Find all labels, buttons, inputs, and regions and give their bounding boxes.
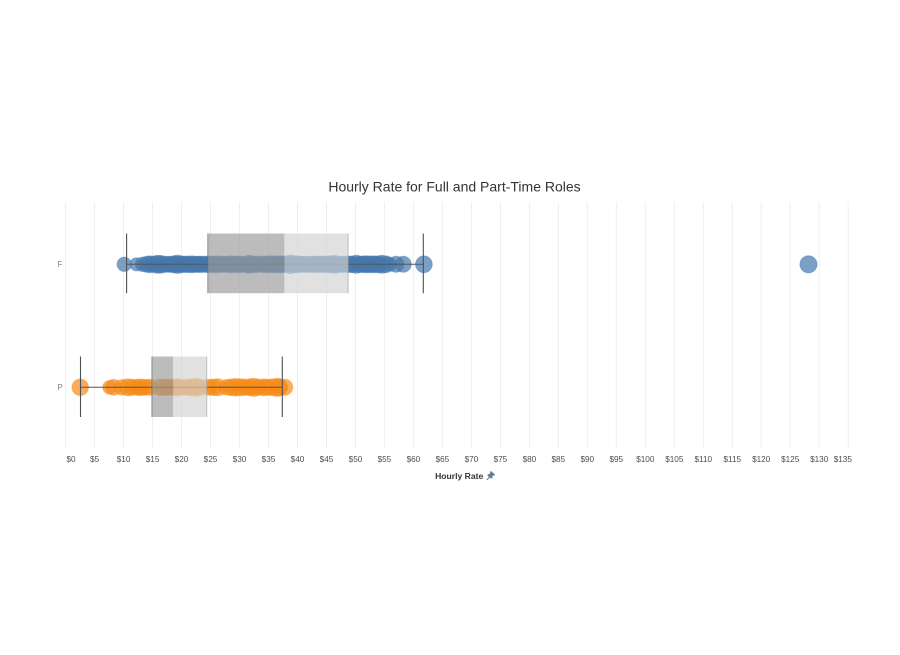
svg-text:$55: $55 [378,455,392,464]
svg-text:$100: $100 [636,455,655,464]
svg-text:$95: $95 [609,455,623,464]
svg-text:Hourly Rate for Full and Part-: Hourly Rate for Full and Part-Time Roles [328,179,580,195]
svg-text:$35: $35 [262,455,276,464]
svg-text:$25: $25 [204,455,218,464]
svg-text:$30: $30 [233,455,247,464]
svg-text:$75: $75 [494,455,508,464]
svg-text:$85: $85 [551,455,565,464]
svg-text:F: F [58,260,63,269]
svg-text:$0: $0 [67,455,77,464]
svg-text:$45: $45 [320,455,334,464]
svg-text:$135: $135 [834,455,853,464]
svg-text:$110: $110 [694,455,712,464]
svg-text:$65: $65 [436,455,450,464]
svg-text:$115: $115 [723,455,741,464]
svg-text:$120: $120 [752,455,771,464]
svg-text:$90: $90 [580,455,594,464]
svg-text:$5: $5 [90,455,100,464]
svg-text:$60: $60 [407,455,421,464]
svg-text:$130: $130 [810,455,829,464]
svg-text:$50: $50 [349,455,363,464]
svg-text:$40: $40 [291,455,305,464]
svg-text:Hourly Rate: Hourly Rate [435,471,483,481]
svg-text:$125: $125 [781,455,800,464]
svg-text:$105: $105 [665,455,684,464]
svg-text:$15: $15 [146,455,160,464]
svg-text:$10: $10 [117,455,131,464]
svg-text:P: P [57,383,62,392]
svg-text:$80: $80 [523,455,537,464]
svg-text:$70: $70 [465,455,479,464]
svg-text:$20: $20 [175,455,189,464]
